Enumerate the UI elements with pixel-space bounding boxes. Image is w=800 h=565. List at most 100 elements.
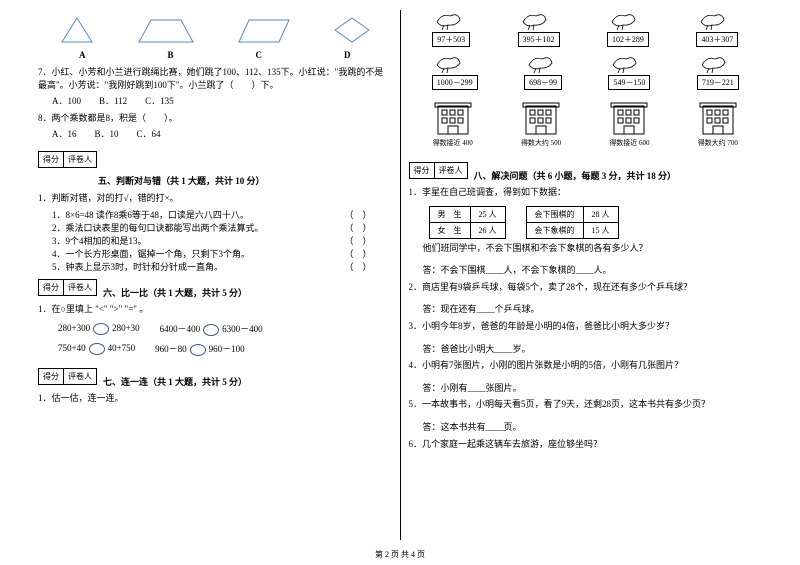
sec8-q4: 4．小明有7张图片，小刚的图片张数是小明的5倍，小刚有几张图片？ (409, 359, 763, 372)
circle-blank (93, 323, 109, 335)
circle-blank (190, 344, 206, 356)
calc-2: 395＋102 (518, 32, 560, 47)
cell: 男 生 (429, 206, 470, 222)
sec8-a4: 答：小刚有____张图片。 (409, 382, 763, 395)
sec8-q3: 3．小明今年8岁，爸爸的年龄是小明的4倍，爸爸比小明大多少岁？ (409, 320, 763, 333)
calc-4: 403＋307 (696, 32, 738, 47)
survey-table-1: 男 生25 人 女 生26 人 (429, 206, 506, 239)
calc-3: 102＋289 (607, 32, 649, 47)
calc-6: 698－99 (524, 75, 562, 90)
paren: （ ） (344, 208, 371, 221)
calc-8: 719－221 (697, 75, 739, 90)
dove-icon (432, 53, 464, 75)
score-label: 得分 (39, 280, 64, 295)
sec5-item-5: 5．钟表上显示3时，时针和分针成一直角。 (52, 260, 223, 273)
building-icon (609, 98, 649, 138)
building-icon (698, 98, 738, 138)
score-box: 得分 评卷人 (38, 368, 97, 385)
paren: （ ） (344, 247, 371, 260)
circle-blank (89, 343, 105, 355)
paren: （ ） (344, 221, 371, 234)
dove-icon (518, 10, 550, 32)
cell: 26 人 (470, 222, 505, 238)
doves-row-2: 1000－299 698－99 549－150 719－221 (409, 53, 763, 90)
cmp-1d: 6300－400 (222, 324, 263, 334)
cmp-2d: 960－100 (209, 344, 245, 354)
section-7-title: 七、连一连（共 1 大题，共计 5 分） (103, 375, 247, 388)
survey-table-2: 会下围棋的28 人 会下象棋的15 人 (526, 206, 619, 239)
cmp-2b: 40+750 (108, 343, 136, 353)
sec8-q1: 1．李星在自己班调查，得到如下数据： (409, 186, 763, 199)
compare-row-2: 750+40 40+750 960－80 960－100 (58, 342, 392, 356)
cmp-1b: 280+30 (112, 323, 140, 333)
dove-icon (432, 10, 464, 32)
building-label-2: 得数大约 500 (521, 138, 561, 148)
sec8-a1: 答：不会下围棋____人，不会下象棋的____人。 (409, 264, 763, 277)
sec6-lead: 1．在○里填上 "<" ">" "=" 。 (38, 303, 392, 316)
section-6-title: 六、比一比（共 1 大题，共计 5 分） (103, 286, 247, 299)
cmp-2c: 960－80 (155, 344, 187, 354)
sec5-item-4: 4．一个长方形桌面，锯掉一个角，只剩下3个角。 (52, 247, 250, 260)
dove-icon (697, 53, 729, 75)
question-7: 7．小红、小芳和小兰进行跳绳比赛，她们跳了100、112、135下。小红说："我… (38, 66, 392, 91)
sec8-q5: 5．一本故事书，小明每天看5页，看了9天，还剩28页，这本书共有多少页？ (409, 398, 763, 411)
grader-label: 评卷人 (64, 369, 96, 384)
paren: （ ） (344, 260, 371, 273)
dove-icon (607, 10, 639, 32)
score-box: 得分 评卷人 (38, 151, 97, 168)
cell: 28 人 (583, 206, 618, 222)
calc-1: 97＋503 (432, 32, 470, 47)
score-label: 得分 (39, 152, 64, 167)
shape-labels: A B C D (38, 50, 392, 60)
buildings-row: 得数接近 400 得数大约 500 得数接近 600 得数大约 700 (409, 98, 763, 148)
score-box: 得分 评卷人 (38, 279, 97, 296)
calc-7: 549－150 (608, 75, 650, 90)
cell: 会下象棋的 (526, 222, 583, 238)
grader-label: 评卷人 (64, 280, 96, 295)
sec8-a3: 答：爸爸比小明大____岁。 (409, 343, 763, 356)
section-8-title: 八、解决问题（共 6 小题，每题 3 分，共计 18 分） (474, 169, 677, 182)
sec5-item-2: 2．乘法口诀表里的每句口诀都能写出两个乘法算式。 (52, 221, 264, 234)
dove-icon (696, 10, 728, 32)
question-7-opts: A．100 B．112 C．135 (38, 95, 392, 108)
sec8-a2: 答：现在还有____个乒乓球。 (409, 303, 763, 316)
calc-5: 1000－299 (432, 75, 478, 90)
building-label-3: 得数接近 600 (609, 138, 649, 148)
sec8-q6: 6．几个家庭一起乘这辆车去旅游，座位够坐吗？ (409, 438, 763, 451)
doves-row-1: 97＋503 395＋102 102＋289 403＋307 (409, 10, 763, 47)
grader-label: 评卷人 (64, 152, 96, 167)
sec7-lead: 1．估一估，连一连。 (38, 392, 392, 405)
building-icon (521, 98, 561, 138)
paren: （ ） (344, 234, 371, 247)
building-icon (433, 98, 473, 138)
sec5-lead: 1．判断对错，对的打√，错的打×。 (38, 192, 392, 205)
cmp-2a: 750+40 (58, 343, 86, 353)
label-d: D (344, 50, 351, 60)
sec8-q1b: 他们班同学中，不会下围棋和不会下象棋的各有多少人？ (409, 242, 763, 255)
score-box: 得分 评卷人 (409, 162, 468, 179)
diamond-shape (332, 15, 372, 45)
score-label: 得分 (410, 163, 435, 178)
right-column: 97＋503 395＋102 102＋289 403＋307 1000－299 … (401, 10, 771, 540)
sec5-item-1: 1．8×6=48 读作8乘6等于48，口读是六八四十八。 (52, 208, 249, 221)
cell: 女 生 (429, 222, 470, 238)
label-c: C (255, 50, 262, 60)
question-8: 8．两个乘数都是8，积是（ ）。 (38, 112, 392, 125)
triangle-shape (57, 15, 97, 45)
question-8-opts: A．16 B．10 C．64 (38, 128, 392, 141)
section-5-title: 五、判断对与错（共 1 大题，共计 10 分） (98, 176, 265, 186)
grader-label: 评卷人 (435, 163, 467, 178)
cmp-1a: 280+300 (58, 323, 90, 333)
label-a: A (79, 50, 86, 60)
building-label-1: 得数接近 400 (433, 138, 473, 148)
cell: 15 人 (583, 222, 618, 238)
sec8-a5: 答：这本书共有____页。 (409, 421, 763, 434)
sec8-q2: 2．商店里有9袋乒乓球，每袋5个，卖了28个，现在还有多少个乒乓球？ (409, 281, 763, 294)
trapezoid-shape (136, 15, 196, 45)
sec5-item-3: 3．9个4相加的和是13。 (52, 234, 147, 247)
shapes-row (38, 15, 392, 45)
left-column: A B C D 7．小红、小芳和小兰进行跳绳比赛，她们跳了100、112、135… (30, 10, 401, 540)
cmp-1c: 6400－400 (160, 324, 201, 334)
dove-icon (608, 53, 640, 75)
parallelogram-shape (234, 15, 294, 45)
